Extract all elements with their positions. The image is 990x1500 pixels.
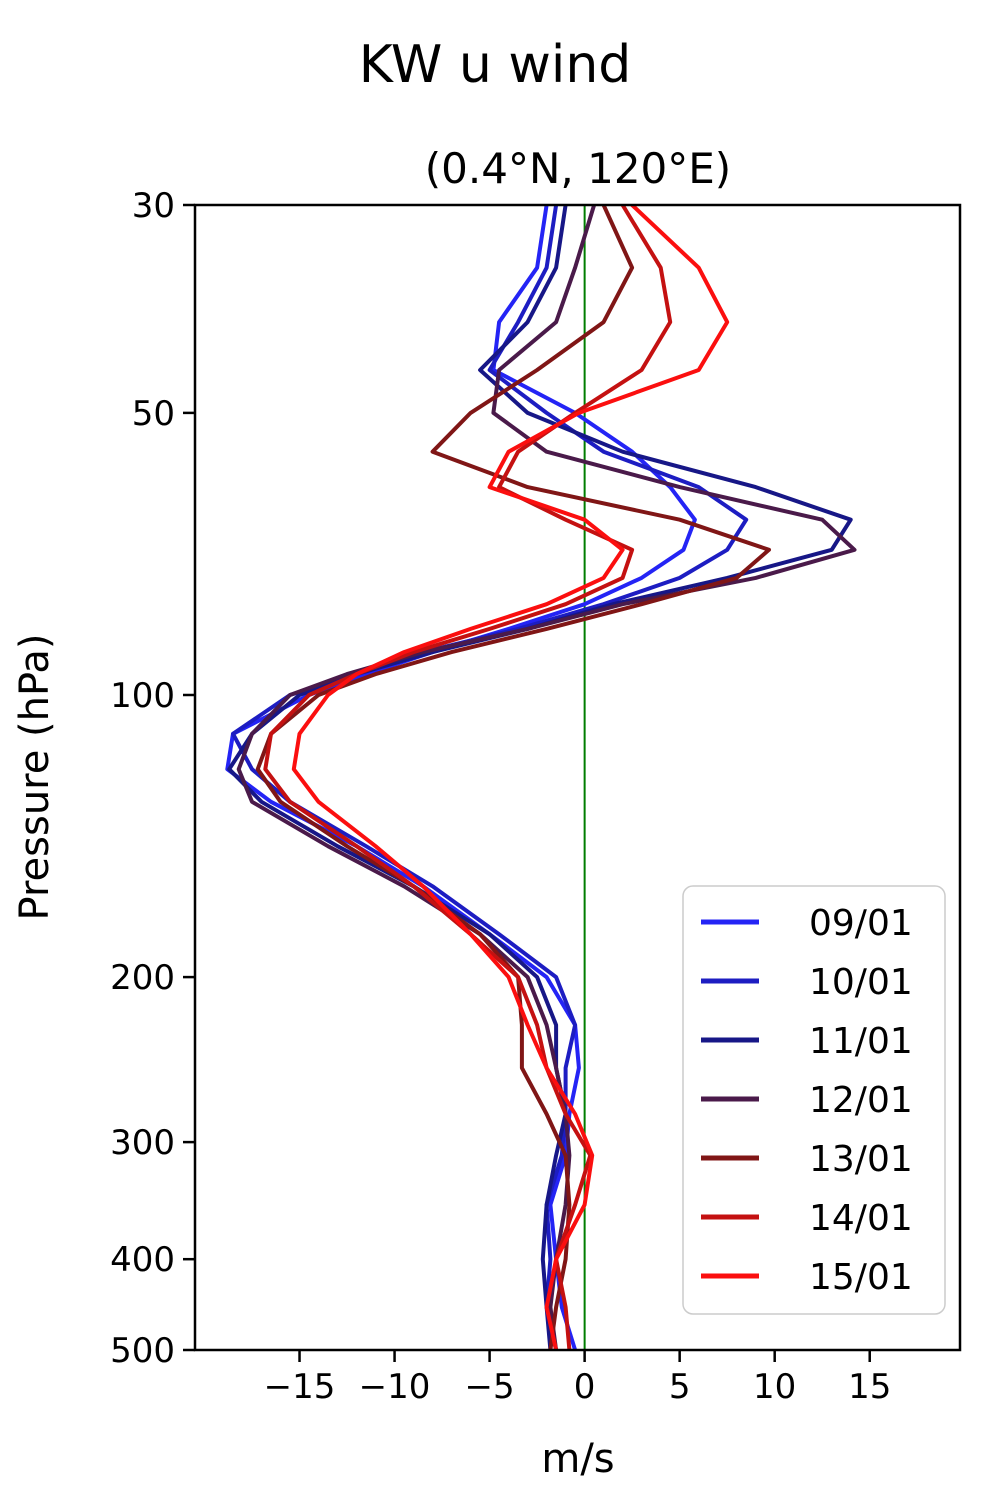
legend-label: 10/01 <box>809 962 913 1003</box>
series-line-13/01 <box>255 205 771 1350</box>
legend-box <box>682 885 946 1315</box>
legend: 09/01 10/01 11/01 12/01 13/01 14/01 15/01 <box>682 885 946 1315</box>
y-tick-label: 500 <box>110 1331 175 1371</box>
x-tick-label: 0 <box>574 1367 596 1407</box>
axes-title: (0.4°N, 120°E) <box>425 144 731 193</box>
series-line-09/01 <box>225 205 697 1350</box>
series-line-12/01 <box>236 205 857 1350</box>
y-tick-label: 300 <box>110 1123 175 1163</box>
legend-label: 12/01 <box>809 1080 913 1121</box>
plot-border <box>193 203 962 1352</box>
y-tick-label: 100 <box>110 676 175 716</box>
series-line-15/01 <box>291 205 730 1350</box>
legend-label: 11/01 <box>809 1021 913 1062</box>
x-tick-label: 15 <box>848 1367 891 1407</box>
x-tick-label: −5 <box>465 1367 515 1407</box>
figure-title: KW u wind <box>359 35 632 95</box>
x-axis-label: m/s <box>541 1436 614 1482</box>
legend-label: 15/01 <box>809 1257 913 1298</box>
plot-area: −15 −10 −5 0 5 10 15 30 50 100 200 300 400 500 09/01 10… <box>110 186 962 1407</box>
y-tick-label: 200 <box>110 958 175 998</box>
legend-label: 13/01 <box>809 1139 913 1180</box>
y-tick-label: 50 <box>132 394 175 434</box>
series-line-11/01 <box>227 205 853 1350</box>
x-tick-label: 10 <box>753 1367 796 1407</box>
y-tick-label: 400 <box>110 1240 175 1280</box>
y-tick-label: 30 <box>132 186 175 226</box>
y-axis-label: Pressure (hPa) <box>12 634 58 921</box>
x-tick-label: 5 <box>669 1367 691 1407</box>
legend-label: 14/01 <box>809 1198 913 1239</box>
series-lines <box>225 205 857 1350</box>
x-tick-label: −10 <box>359 1367 431 1407</box>
legend-label: 09/01 <box>809 903 913 944</box>
x-tick-label: −15 <box>264 1367 336 1407</box>
series-line-14/01 <box>263 205 673 1350</box>
